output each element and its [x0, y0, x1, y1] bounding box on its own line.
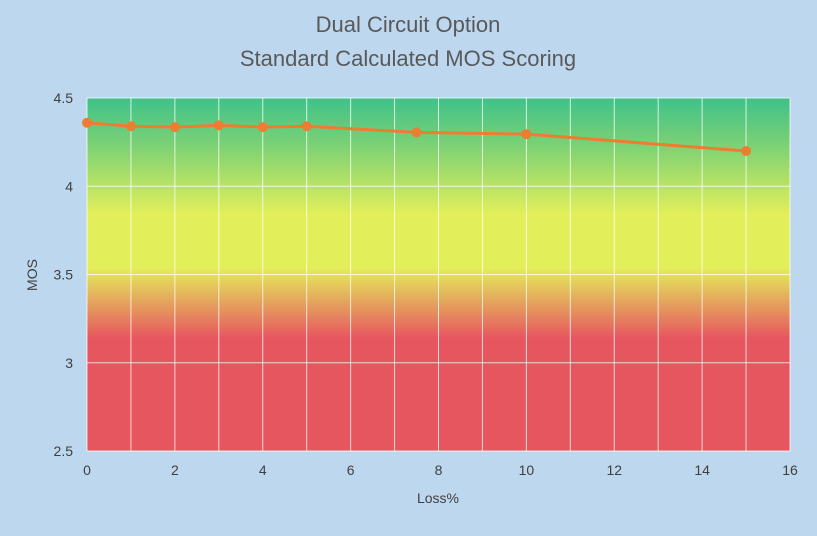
- chart-subtitle: Standard Calculated MOS Scoring: [240, 46, 576, 71]
- y-tick-label: 4.5: [54, 90, 74, 106]
- x-tick-label: 0: [83, 462, 91, 478]
- x-tick-label: 12: [606, 462, 622, 478]
- x-tick-label: 10: [519, 462, 535, 478]
- y-tick-label: 2.5: [54, 443, 74, 459]
- data-point: [125, 121, 136, 132]
- data-point: [213, 120, 224, 131]
- y-axis-label: MOS: [24, 259, 40, 291]
- data-point: [521, 129, 532, 140]
- gridlines: [86, 97, 791, 452]
- x-tick-label: 6: [347, 462, 355, 478]
- x-tick-label: 14: [694, 462, 710, 478]
- x-tick-label: 16: [782, 462, 798, 478]
- data-point: [411, 127, 422, 138]
- y-tick-label: 3: [65, 355, 73, 371]
- y-tick-label: 4: [65, 178, 73, 194]
- tick-labels: 0 2 4 6 8 10 12 14 16 2.5 3 3.5 4 4.5: [54, 90, 798, 478]
- x-tick-label: 8: [435, 462, 443, 478]
- x-axis-label: Loss%: [417, 490, 459, 506]
- x-tick-label: 4: [259, 462, 267, 478]
- data-point: [257, 122, 268, 133]
- data-point: [169, 122, 180, 133]
- x-tick-label: 2: [171, 462, 179, 478]
- chart-title: Dual Circuit Option: [316, 12, 501, 37]
- data-point: [82, 117, 92, 128]
- data-point: [301, 121, 312, 132]
- y-tick-label: 3.5: [54, 267, 74, 283]
- series-layer: [82, 117, 752, 156]
- data-point: [741, 145, 752, 156]
